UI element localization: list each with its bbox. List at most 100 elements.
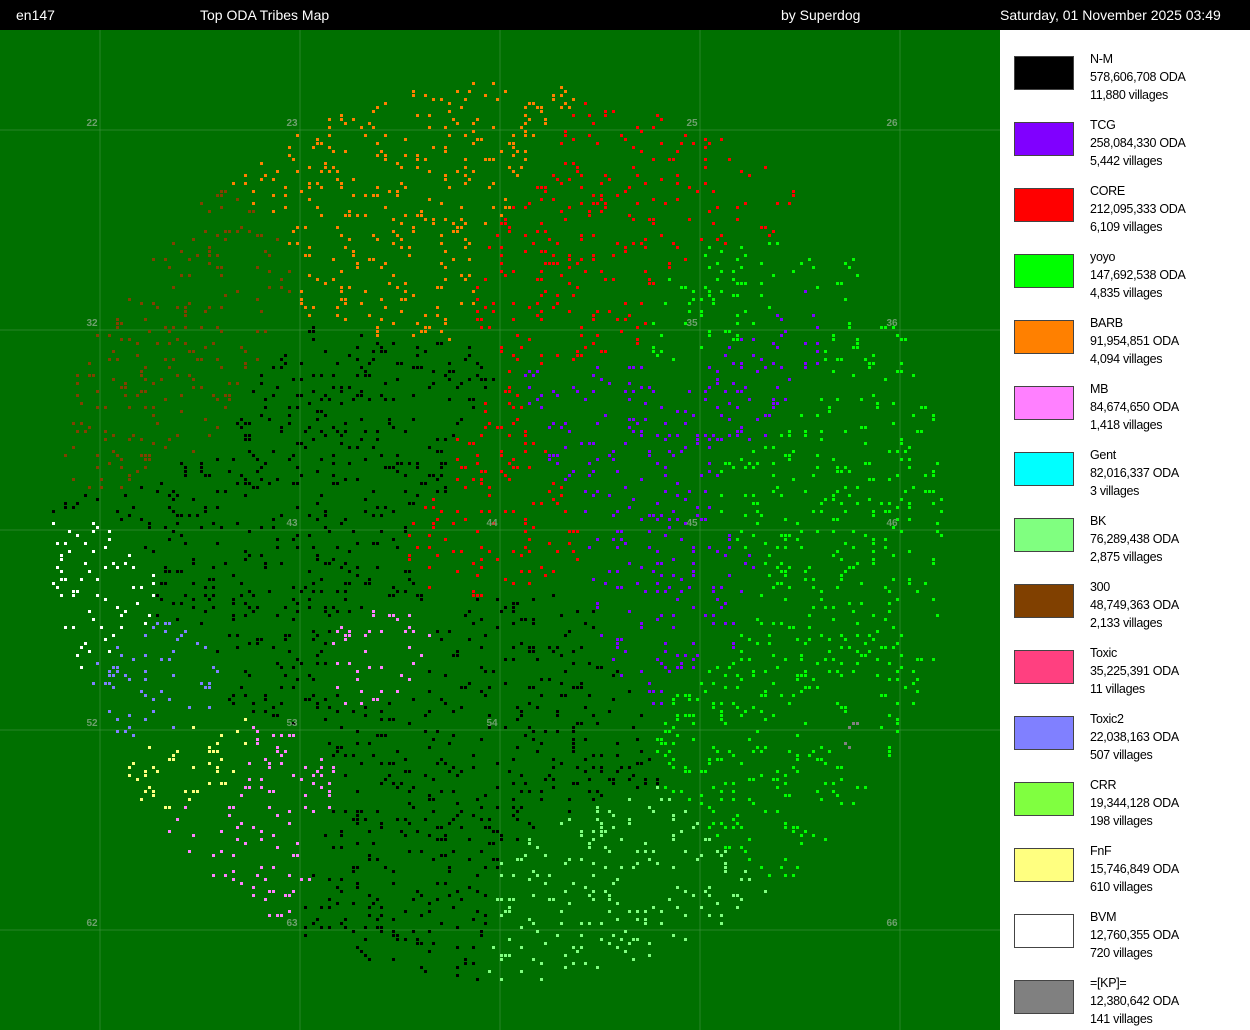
- village-dot: [708, 446, 711, 449]
- village-dot: [400, 238, 403, 241]
- village-dot: [672, 626, 675, 629]
- village-dot: [276, 914, 279, 917]
- village-dot: [524, 150, 527, 153]
- village-dot: [580, 334, 583, 337]
- village-dot: [80, 422, 83, 425]
- village-dot: [552, 306, 555, 309]
- village-dot: [848, 494, 851, 497]
- village-dot: [784, 534, 787, 537]
- village-dot: [76, 534, 79, 537]
- village-dot: [740, 426, 743, 429]
- village-dot: [192, 562, 195, 565]
- village-dot: [628, 610, 631, 613]
- village-dot: [180, 514, 183, 517]
- village-dot: [168, 830, 171, 833]
- village-dot: [680, 590, 683, 593]
- village-dot: [192, 790, 195, 793]
- village-dot: [432, 370, 435, 373]
- village-dot: [192, 350, 195, 353]
- village-dot: [208, 474, 211, 477]
- village-dot: [368, 258, 371, 261]
- village-dot: [192, 378, 195, 381]
- village-dot: [628, 506, 631, 509]
- village-dot: [180, 410, 183, 413]
- village-dot: [292, 666, 295, 669]
- village-dot: [708, 294, 711, 297]
- village-dot: [604, 114, 607, 117]
- village-dot: [724, 602, 727, 605]
- village-dot: [440, 826, 443, 829]
- village-dot: [508, 478, 511, 481]
- village-dot: [864, 654, 867, 657]
- village-dot: [792, 874, 795, 877]
- village-dot: [456, 774, 459, 777]
- village-dot: [340, 114, 343, 117]
- village-dot: [296, 134, 299, 137]
- village-dot: [900, 338, 903, 341]
- village-dot: [656, 434, 659, 437]
- village-dot: [672, 614, 675, 617]
- village-dot: [176, 618, 179, 621]
- village-dot: [552, 498, 555, 501]
- village-dot: [460, 106, 463, 109]
- village-dot: [460, 770, 463, 773]
- village-dot: [572, 386, 575, 389]
- village-dot: [676, 410, 679, 413]
- village-dot: [480, 326, 483, 329]
- village-dot: [208, 262, 211, 265]
- village-dot: [472, 130, 475, 133]
- village-dot: [940, 510, 943, 513]
- village-dot: [512, 782, 515, 785]
- village-dot: [812, 474, 815, 477]
- village-dot: [432, 738, 435, 741]
- village-dot: [708, 758, 711, 761]
- village-dot: [256, 642, 259, 645]
- village-dot: [868, 650, 871, 653]
- village-dot: [340, 286, 343, 289]
- village-dot: [732, 662, 735, 665]
- village-dot: [492, 670, 495, 673]
- village-dot: [532, 922, 535, 925]
- village-dot: [500, 470, 503, 473]
- village-dot: [832, 494, 835, 497]
- village-dot: [528, 370, 531, 373]
- village-dot: [888, 662, 891, 665]
- village-dot: [164, 630, 167, 633]
- village-dot: [444, 538, 447, 541]
- village-dot: [364, 714, 367, 717]
- village-dot: [172, 650, 175, 653]
- village-dot: [780, 866, 783, 869]
- village-dot: [512, 582, 515, 585]
- village-dot: [128, 514, 131, 517]
- village-dot: [460, 826, 463, 829]
- village-dot: [476, 798, 479, 801]
- village-dot: [488, 826, 491, 829]
- village-dot: [712, 614, 715, 617]
- village-dot: [312, 438, 315, 441]
- village-dot: [76, 590, 79, 593]
- village-dot: [532, 102, 535, 105]
- village-dot: [464, 466, 467, 469]
- village-dot: [344, 582, 347, 585]
- village-dot: [520, 554, 523, 557]
- village-dot: [636, 910, 639, 913]
- village-dot: [192, 238, 195, 241]
- village-dot: [696, 514, 699, 517]
- village-dot: [560, 86, 563, 89]
- village-dot: [240, 582, 243, 585]
- village-dot: [856, 346, 859, 349]
- village-dot: [636, 762, 639, 765]
- village-dot: [424, 818, 427, 821]
- village-dot: [368, 398, 371, 401]
- village-dot: [600, 822, 603, 825]
- village-dot: [704, 182, 707, 185]
- village-dot: [180, 570, 183, 573]
- village-dot: [400, 674, 403, 677]
- village-dot: [604, 830, 607, 833]
- tribe-map[interactable]: 22 23 25 26 32 35 36 43 44 45 46 52 53 5…: [0, 30, 1000, 1030]
- village-dot: [668, 798, 671, 801]
- village-dot: [532, 622, 535, 625]
- village-dot: [420, 654, 423, 657]
- village-dot: [744, 254, 747, 257]
- village-dot: [612, 934, 615, 937]
